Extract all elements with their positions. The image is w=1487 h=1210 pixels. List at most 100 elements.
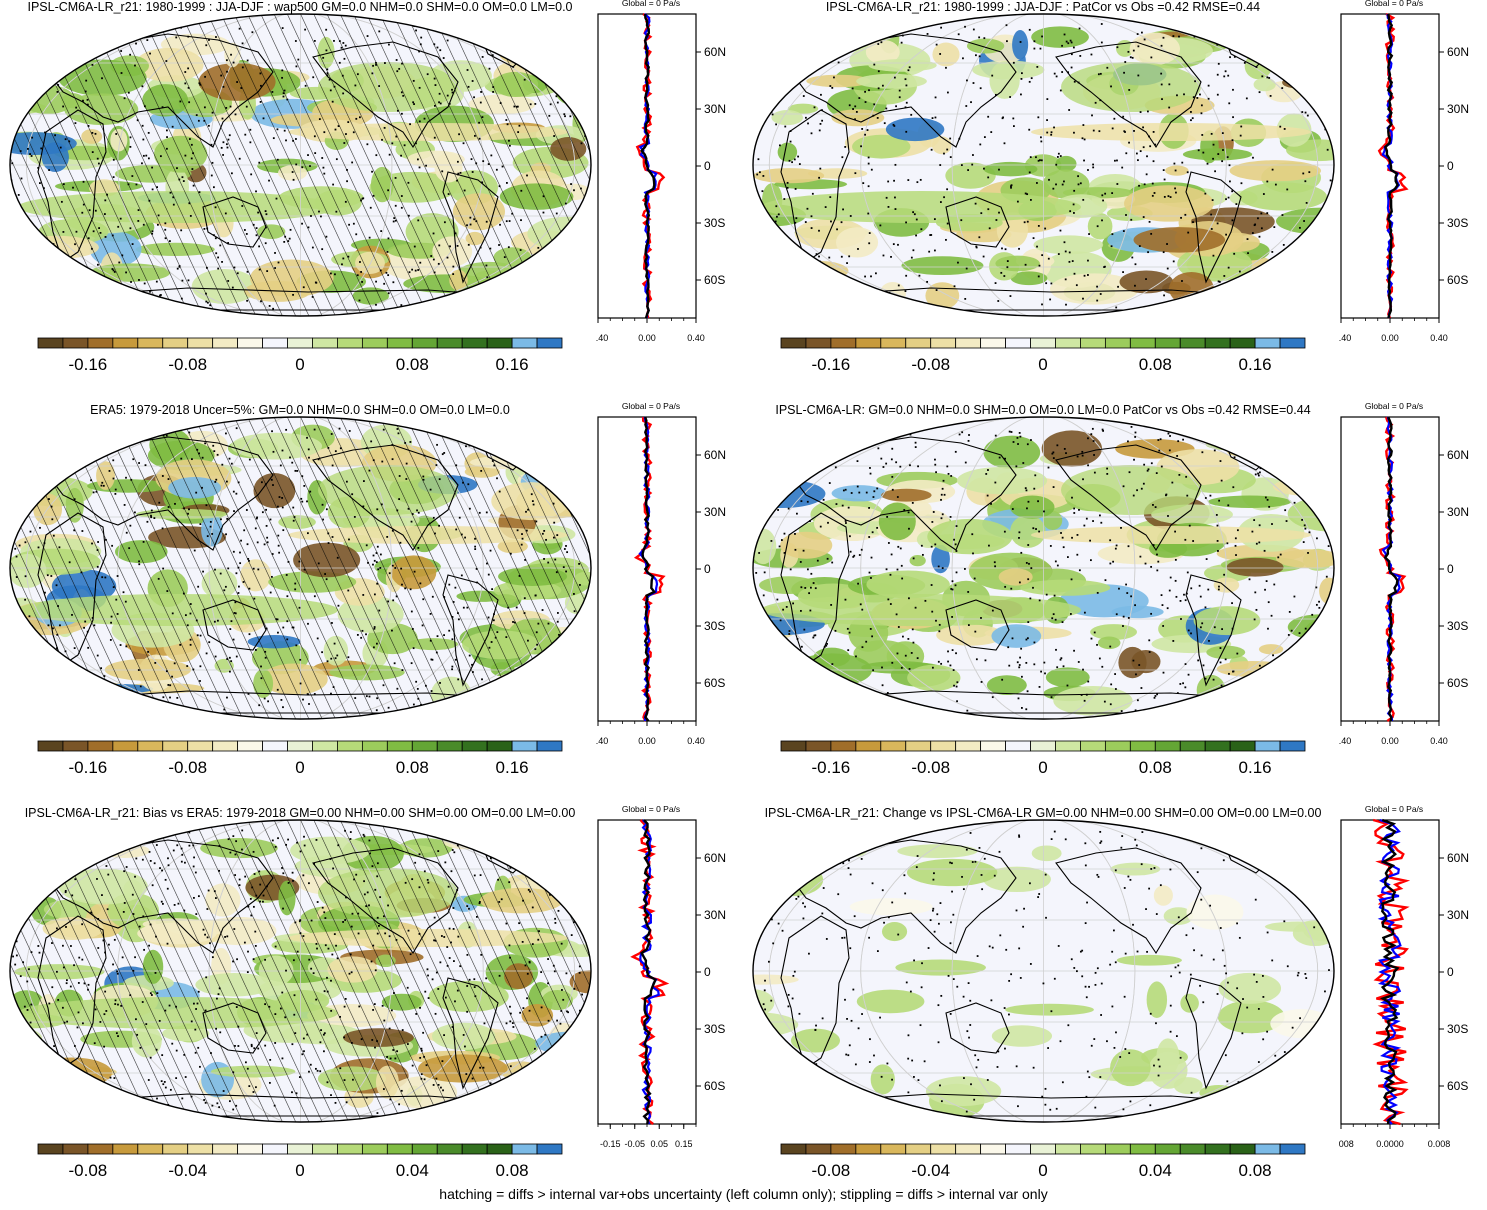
zonal-profile: 60N 30N 0 30S 60S -0.40 0.00 0.40 <box>1331 416 1469 746</box>
colorbar-tick-label: -0.08 <box>812 1161 851 1180</box>
colorbar: -0.16 -0.08 0 0.08 0.16 <box>37 337 563 374</box>
colorbar-tick-label: 0.08 <box>1239 1161 1272 1180</box>
colorbar-tick-label: -0.08 <box>168 758 207 777</box>
lat-tick-label: 60S <box>1447 273 1468 287</box>
colorbar-tick-label: 0.08 <box>1139 355 1172 374</box>
colorbar-area: -0.16 -0.08 0 0.08 0.16 <box>36 336 564 393</box>
map-plot <box>9 13 592 317</box>
profile-x-tick-label: 0.008 <box>1428 1139 1451 1149</box>
colorbar-tick-label: -0.08 <box>69 1161 108 1180</box>
profile-x-tick-label: 0.00 <box>1381 333 1399 343</box>
lat-tick-label: 60S <box>1447 1079 1468 1093</box>
lat-tick-label: 30S <box>1447 619 1468 633</box>
profile-blue-line <box>1381 13 1401 319</box>
profile-red-line <box>633 416 666 722</box>
colorbar-tick-label: 0.16 <box>496 758 529 777</box>
lat-tick-label: 30S <box>704 216 725 230</box>
colorbar-tick-label: 0.16 <box>1239 355 1272 374</box>
map-area <box>751 818 1336 1124</box>
lat-tick-label: 30S <box>1447 216 1468 230</box>
colorbar-area: -0.16 -0.08 0 0.08 0.16 <box>36 739 564 796</box>
map-plot <box>752 416 1335 720</box>
colorbar-tick-label: 0.04 <box>1139 1161 1172 1180</box>
profile-area: Global = 0 Pa/s 60N 30N 0 30S 60S -0.15 -0.05 0.… <box>596 804 743 1153</box>
lat-tick-label: 30S <box>704 619 725 633</box>
lat-tick-label: 0 <box>704 562 711 576</box>
panel-title: ERA5: 1979-2018 Uncer=5%: GM=0.0 NHM=0.0… <box>90 403 510 417</box>
colorbar-tick-label: 0.08 <box>496 1161 529 1180</box>
map-plot <box>9 416 592 720</box>
lat-tick-label: 60N <box>704 851 726 865</box>
lat-tick-label: 0 <box>1447 159 1454 173</box>
profile-black-line <box>640 819 657 1125</box>
profile-title: Global = 0 Pa/s <box>1364 0 1424 8</box>
panel-title: IPSL-CM6A-LR_r21: Change vs IPSL-CM6A-LR… <box>764 806 1322 820</box>
lat-tick-label: 60S <box>704 676 725 690</box>
lat-tick-label: 60S <box>704 1079 725 1093</box>
profile-x-tick-label: -0.40 <box>596 333 608 343</box>
colorbar-tick-label: 0.04 <box>396 1161 429 1180</box>
colorbar: -0.08 -0.04 0 0.04 0.08 <box>780 1143 1306 1180</box>
colorbar-tick-label: -0.08 <box>168 355 207 374</box>
profile-black-line <box>640 13 656 319</box>
lat-tick-label: 30N <box>1447 102 1469 116</box>
profile-x-tick-label: 0.15 <box>675 1139 693 1149</box>
profile-title: Global = 0 Pa/s <box>621 804 681 814</box>
lat-tick-label: 30N <box>1447 908 1469 922</box>
figure-panel: IPSL-CM6A-LR_r21: Bias vs ERA5: 1979-201… <box>0 804 743 1209</box>
lat-tick-label: 60N <box>704 45 726 59</box>
profile-title: Global = 0 Pa/s <box>1364 401 1424 411</box>
map-area <box>8 415 593 721</box>
profile-area: Global = 0 Pa/s 60N 30N 0 30S 60S -0.40 0.00 0.4… <box>588 0 743 347</box>
lat-tick-label: 30N <box>704 908 726 922</box>
lat-tick-label: 60N <box>704 448 726 462</box>
profile-x-tick-label: -0.40 <box>1339 333 1351 343</box>
colorbar: -0.08 -0.04 0 0.04 0.08 <box>37 1143 563 1180</box>
lat-tick-label: 30N <box>1447 505 1469 519</box>
map-plot <box>752 13 1335 317</box>
lat-tick-label: 30S <box>1447 1022 1468 1036</box>
lat-tick-label: 30S <box>704 1022 725 1036</box>
lat-tick-label: 60S <box>704 273 725 287</box>
colorbar: -0.16 -0.08 0 0.08 0.16 <box>37 740 563 777</box>
map-plot <box>9 819 592 1123</box>
colorbar-tick-label: 0.08 <box>1139 758 1172 777</box>
map-plot <box>752 819 1335 1123</box>
panel-title: IPSL-CM6A-LR_r21: 1980-1999 : JJA-DJF : … <box>825 0 1261 14</box>
lat-tick-label: 60S <box>1447 676 1468 690</box>
profile-x-tick-label: 0.40 <box>687 333 705 343</box>
colorbar: -0.16 -0.08 0 0.08 0.16 <box>780 740 1306 777</box>
profile-x-tick-label: 0.40 <box>1430 736 1448 746</box>
profile-x-tick-label: -0.40 <box>596 736 608 746</box>
colorbar-area: -0.08 -0.04 0 0.04 0.08 <box>36 1142 564 1199</box>
lat-tick-label: 0 <box>704 159 711 173</box>
map-area <box>8 818 593 1124</box>
profile-x-tick-label: 0.00 <box>638 736 656 746</box>
lat-tick-label: 60N <box>1447 45 1469 59</box>
profile-title: Global = 0 Pa/s <box>1364 804 1424 814</box>
colorbar-area: -0.08 -0.04 0 0.04 0.08 <box>779 1142 1307 1199</box>
profile-red-line <box>1377 12 1409 319</box>
map-area <box>8 12 593 318</box>
colorbar-area: -0.16 -0.08 0 0.08 0.16 <box>779 336 1307 393</box>
colorbar-tick-label: 0 <box>1038 355 1047 374</box>
colorbar-tick-label: -0.16 <box>812 758 851 777</box>
profile-x-tick-label: 0.0000 <box>1376 1139 1404 1149</box>
profile-x-tick-label: 0.05 <box>650 1139 668 1149</box>
zonal-profile: 60N 30N 0 30S 60S -0.15 -0.05 0.05 0.15 <box>597 819 726 1149</box>
lat-tick-label: 30N <box>704 102 726 116</box>
profile-x-tick-label: -0.008 <box>1339 1139 1354 1149</box>
profile-black-line <box>641 416 657 722</box>
colorbar-tick-label: 0 <box>295 1161 304 1180</box>
colorbar-tick-label: 0.16 <box>1239 758 1272 777</box>
map-area <box>751 12 1336 318</box>
profile-x-tick-label: -0.05 <box>624 1139 645 1149</box>
lat-tick-label: 60N <box>1447 448 1469 462</box>
colorbar-tick-label: 0 <box>1038 758 1047 777</box>
profile-blue-line <box>1377 818 1402 1125</box>
lat-tick-label: 0 <box>704 965 711 979</box>
colorbar-tick-label: -0.04 <box>168 1161 207 1180</box>
zonal-profile: 60N 30N 0 30S 60S -0.40 0.00 0.40 <box>1331 12 1469 343</box>
profile-red-line <box>635 12 666 319</box>
panel-title: IPSL-CM6A-LR: GM=0.0 NHM=0.0 SHM=0.0 OM=… <box>775 403 1311 417</box>
